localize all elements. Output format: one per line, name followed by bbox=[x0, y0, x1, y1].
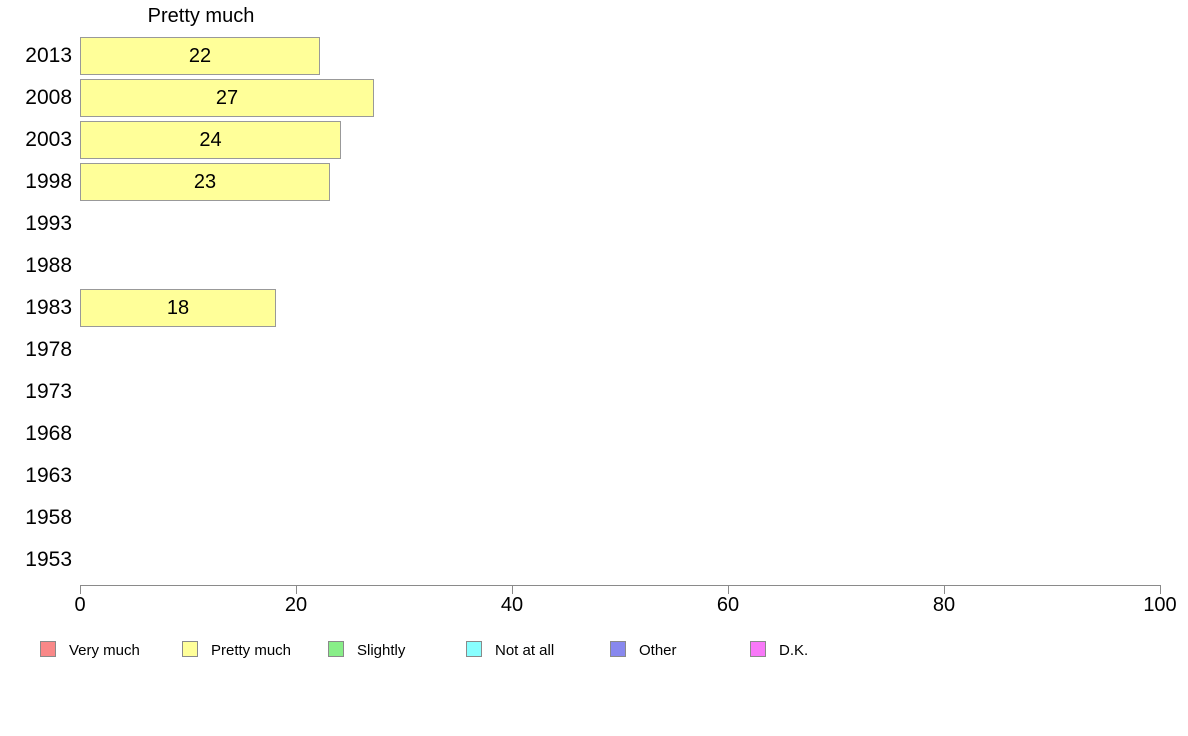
x-axis-tick bbox=[512, 585, 513, 594]
chart-row: 2008 27 bbox=[0, 77, 1188, 119]
legend-item: Pretty much bbox=[182, 641, 291, 659]
y-axis-label: 1988 bbox=[25, 254, 72, 277]
legend-label: Very much bbox=[69, 642, 140, 659]
chart-row: 1978 bbox=[0, 329, 1188, 371]
legend-label: D.K. bbox=[779, 642, 809, 659]
chart-row: 1993 bbox=[0, 203, 1188, 245]
chart-row: 1988 bbox=[0, 245, 1188, 287]
legend-swatch bbox=[182, 641, 198, 657]
y-axis-label: 1993 bbox=[25, 212, 72, 235]
legend-swatch bbox=[610, 641, 626, 657]
x-axis-line bbox=[80, 585, 1161, 586]
y-axis-label: 2013 bbox=[25, 44, 72, 67]
legend-swatch bbox=[328, 641, 344, 657]
chart-title: Pretty much bbox=[147, 5, 255, 27]
y-axis-label: 1978 bbox=[25, 338, 72, 361]
chart-row: 1983 18 bbox=[0, 287, 1188, 329]
chart-row: 1973 bbox=[0, 371, 1188, 413]
chart-row: 1953 bbox=[0, 539, 1188, 581]
legend-label: Slightly bbox=[357, 642, 406, 659]
x-axis-tick bbox=[296, 585, 297, 594]
y-axis-label: 1958 bbox=[25, 506, 72, 529]
legend-item: Very much bbox=[40, 641, 140, 659]
chart-row: 2013 22 bbox=[0, 35, 1188, 77]
legend-swatch bbox=[40, 641, 56, 657]
bar: 24 bbox=[80, 121, 341, 159]
y-axis-label: 1953 bbox=[25, 548, 72, 571]
x-axis-tick-label: 60 bbox=[716, 594, 740, 616]
y-axis-label: 1963 bbox=[25, 464, 72, 487]
legend-swatch bbox=[466, 641, 482, 657]
chart-row: 1958 bbox=[0, 497, 1188, 539]
x-axis-tick bbox=[944, 585, 945, 594]
x-axis-tick bbox=[728, 585, 729, 594]
bar: 27 bbox=[80, 79, 374, 117]
chart-row: 2003 24 bbox=[0, 119, 1188, 161]
y-axis-label: 1983 bbox=[25, 296, 72, 319]
y-axis-label: 1968 bbox=[25, 422, 72, 445]
chart-row: 1963 bbox=[0, 455, 1188, 497]
legend-item: Not at all bbox=[466, 641, 554, 659]
x-axis-tick-label: 80 bbox=[932, 594, 956, 616]
y-axis-label: 1998 bbox=[25, 170, 72, 193]
x-axis-tick bbox=[80, 585, 81, 594]
legend-item: Other bbox=[610, 641, 677, 659]
chart-row: 1998 23 bbox=[0, 161, 1188, 203]
y-axis-label: 2008 bbox=[25, 86, 72, 109]
legend-label: Other bbox=[639, 642, 677, 659]
y-axis-label: 1973 bbox=[25, 380, 72, 403]
chart-row: 1968 bbox=[0, 413, 1188, 455]
legend-swatch bbox=[750, 641, 766, 657]
x-axis-tick-label: 20 bbox=[284, 594, 308, 616]
legend-item: Slightly bbox=[328, 641, 405, 659]
x-axis-tick-label: 0 bbox=[74, 594, 86, 616]
legend-label: Not at all bbox=[495, 642, 555, 659]
legend-item: D.K. bbox=[750, 641, 808, 659]
x-axis-tick-label: 100 bbox=[1143, 594, 1177, 616]
bar: 23 bbox=[80, 163, 330, 201]
x-axis-tick-label: 40 bbox=[500, 594, 524, 616]
x-axis-tick bbox=[1160, 585, 1161, 594]
legend-label: Pretty much bbox=[211, 642, 292, 659]
y-axis-label: 2003 bbox=[25, 128, 72, 151]
bar: 22 bbox=[80, 37, 320, 75]
bar: 18 bbox=[80, 289, 276, 327]
